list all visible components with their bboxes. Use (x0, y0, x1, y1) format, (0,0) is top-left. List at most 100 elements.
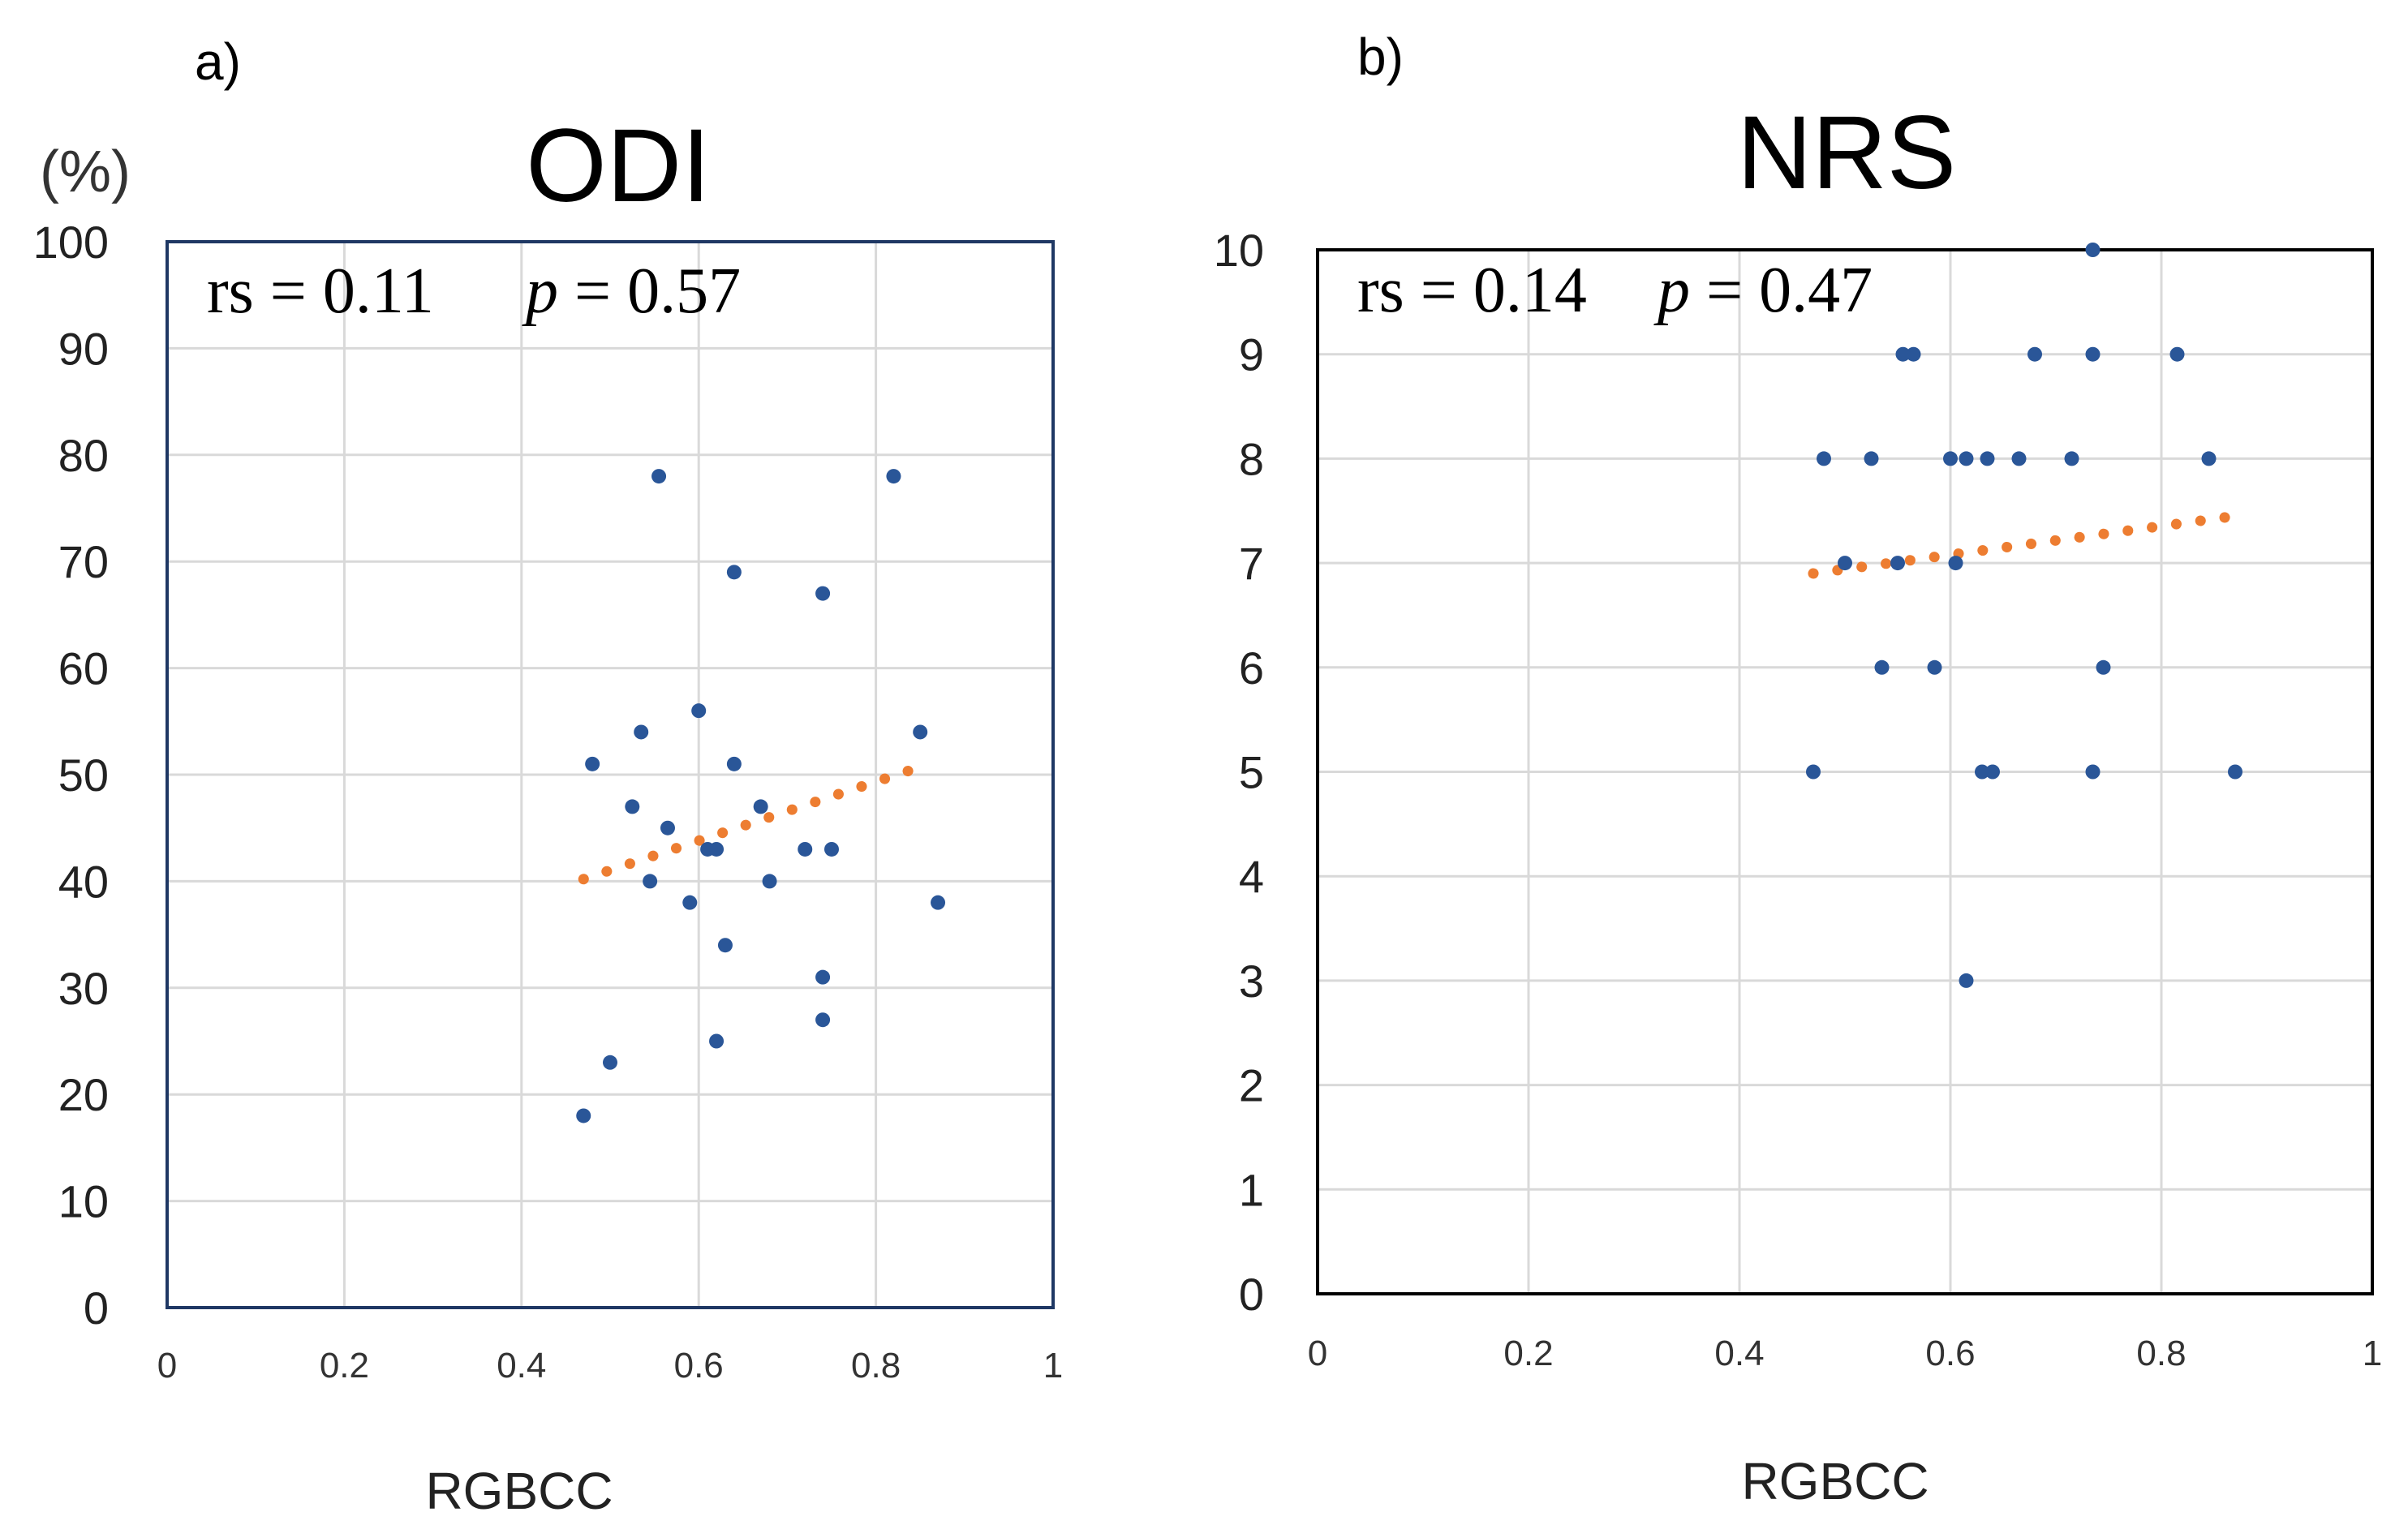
data-point (585, 756, 600, 771)
y-tick-label: 7 (1239, 538, 1264, 589)
data-point (931, 895, 946, 910)
panel-a: a)ODI(%)0 0.2 0.4 0.6 0.8 1010203040506070809… (33, 32, 1064, 1520)
y-tick-label: 5 (1239, 747, 1264, 798)
x-axis-label: RGBCC (425, 1462, 613, 1520)
p-value: = 0.57 (558, 256, 741, 327)
data-point (1980, 451, 1995, 466)
data-point (2011, 451, 2027, 466)
data-point (2085, 243, 2101, 257)
data-point (1927, 659, 1942, 675)
data-point (2085, 764, 2101, 780)
x-tick-label: 0.4 (1714, 1334, 1764, 1373)
data-point (2169, 346, 2185, 362)
y-tick-label: 50 (58, 750, 109, 801)
y-tick-label: 6 (1239, 642, 1264, 694)
x-tick-label: 0.6 (1925, 1334, 1975, 1373)
data-point (603, 1055, 617, 1070)
data-point (913, 724, 928, 740)
x-tick-label: 0 (157, 1346, 177, 1385)
data-point (753, 799, 768, 814)
data-point (2201, 451, 2217, 466)
data-point (1806, 764, 1821, 780)
x-tick-label: 0 (1308, 1334, 1327, 1373)
p-value: = 0.47 (1690, 255, 1873, 326)
data-point (1838, 556, 1852, 571)
data-point (643, 874, 658, 889)
y-tick-label: 10 (1214, 225, 1264, 276)
y-tick-label: 2 (1239, 1060, 1264, 1111)
chart-title: NRS (1737, 95, 1956, 211)
x-tick-label: 0.6 (674, 1346, 724, 1385)
x-tick-label: 1 (2363, 1334, 2382, 1373)
data-point (1817, 451, 1831, 466)
data-point (815, 586, 831, 601)
data-point (726, 565, 742, 580)
data-point (1943, 451, 1958, 466)
data-point (2228, 764, 2242, 780)
data-point (634, 724, 649, 740)
data-point (1959, 451, 1974, 466)
y-tick-label: 90 (58, 323, 109, 374)
y-tick-label: 8 (1239, 433, 1264, 484)
data-point (625, 799, 640, 814)
data-point (824, 841, 839, 857)
data-point (815, 969, 831, 985)
p-symbol: p (522, 256, 558, 327)
data-point (1890, 556, 1905, 571)
x-tick-label: 0.4 (497, 1346, 546, 1385)
data-point (1864, 451, 1879, 466)
y-tick-label: 10 (58, 1176, 109, 1227)
data-point (1895, 346, 1911, 362)
data-point (762, 874, 777, 889)
rs-value: rs = 0.14 (1357, 255, 1587, 326)
data-point (726, 756, 742, 771)
trendline (1808, 510, 2241, 579)
p-symbol: p (1653, 255, 1690, 326)
data-point (660, 820, 675, 836)
y-tick-label: 3 (1239, 956, 1264, 1007)
data-point (709, 1033, 725, 1049)
y-tick-label: 20 (58, 1069, 109, 1120)
y-unit-label: (%) (40, 140, 131, 204)
y-tick-label: 1 (1239, 1164, 1264, 1215)
data-point (576, 1108, 591, 1123)
data-point (1959, 973, 1974, 988)
data-point (651, 469, 667, 484)
y-tick-label: 0 (1239, 1269, 1264, 1320)
data-point (709, 841, 725, 857)
y-tick-label: 4 (1239, 851, 1264, 902)
data-point (1985, 764, 2000, 780)
data-point (2064, 451, 2079, 466)
data-point (691, 703, 707, 719)
stats-annotation: rs = 0.14 p = 0.47 (1357, 255, 1873, 326)
data-point (2096, 659, 2111, 675)
x-tick-label: 1 (1043, 1346, 1063, 1385)
x-tick-label: 0.2 (320, 1346, 369, 1385)
y-tick-label: 60 (58, 643, 109, 694)
data-point (717, 938, 733, 953)
data-point (1948, 556, 1963, 571)
y-tick-label: 70 (58, 536, 109, 587)
data-point (1975, 764, 1989, 780)
data-point (1874, 659, 1890, 675)
panel-label: a) (195, 32, 241, 91)
chart-title: ODI (526, 108, 711, 224)
plot-frame (166, 240, 1055, 1309)
data-point (815, 1012, 831, 1028)
data-point (886, 469, 901, 484)
rs-value: rs = 0.11 (207, 256, 434, 327)
x-tick-label: 0.2 (1503, 1334, 1553, 1373)
y-tick-label: 80 (58, 430, 109, 481)
panel-label: b) (1357, 28, 1404, 86)
y-tick-label: 40 (58, 856, 109, 907)
y-tick-label: 100 (33, 217, 109, 268)
stats-annotation: rs = 0.11 p = 0.57 (207, 256, 741, 327)
plot-frame (1316, 248, 2374, 1295)
data-point (682, 895, 698, 910)
x-tick-label: 0.8 (851, 1346, 901, 1385)
y-tick-label: 9 (1239, 329, 1264, 380)
y-tick-label: 0 (84, 1282, 109, 1334)
data-point (798, 841, 813, 857)
